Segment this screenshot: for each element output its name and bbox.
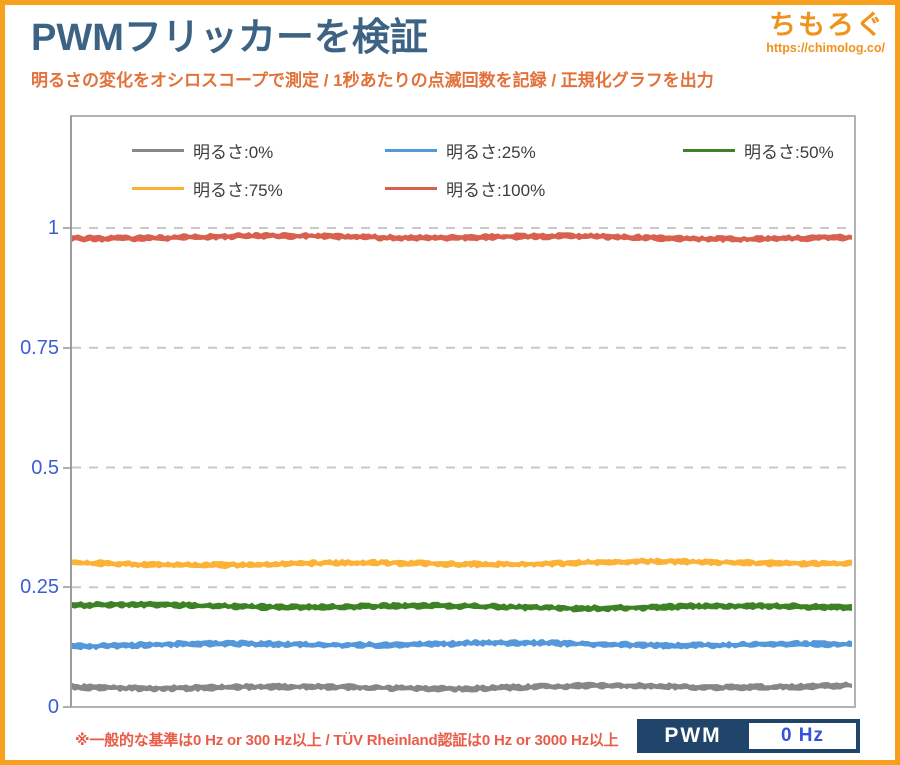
pwm-result-box: PWM 0 Hz bbox=[637, 719, 860, 753]
site-logo-text: ちもろぐ bbox=[769, 10, 885, 40]
y-axis: 0 0.25 0.5 0.75 1 bbox=[5, 5, 70, 760]
y-axis-tick-label: 0.75 bbox=[20, 336, 59, 359]
legend-item-2: 明るさ:50% bbox=[683, 141, 834, 162]
legend-item-1: 明るさ:25% bbox=[385, 141, 536, 162]
footnote: ※一般的な基準は0 Hz or 300 Hz以上 / TÜV Rheinland… bbox=[75, 732, 619, 749]
y-axis-tick-label: 0 bbox=[47, 696, 59, 718]
header: PWMフリッカーを検証 明るさの変化をオシロスコープで測定 / 1秒あたりの点滅… bbox=[31, 17, 714, 91]
legend-swatch bbox=[132, 148, 184, 152]
legend-label: 明るさ:0% bbox=[193, 142, 274, 162]
pwm-value-box: 0 Hz bbox=[749, 723, 856, 749]
site-logo-url: https://chimolog.co/ bbox=[766, 41, 885, 56]
legend-label: 明るさ:25% bbox=[446, 142, 536, 162]
legend-label: 明るさ:50% bbox=[744, 142, 834, 162]
legend-swatch bbox=[385, 186, 437, 190]
series-line-2 bbox=[72, 600, 852, 613]
y-axis-tick-mark bbox=[63, 706, 70, 708]
y-axis-tick-label: 0.25 bbox=[20, 576, 59, 599]
legend-label: 明るさ:100% bbox=[446, 180, 546, 200]
y-axis-tick-mark bbox=[63, 346, 70, 349]
series-line-0 bbox=[72, 681, 852, 693]
page-title: PWMフリッカーを検証 bbox=[31, 17, 428, 59]
pwm-label: PWM bbox=[664, 724, 722, 747]
legend-swatch bbox=[683, 148, 735, 152]
y-axis-tick-mark bbox=[63, 227, 70, 229]
pwm-value: 0 Hz bbox=[780, 725, 825, 746]
y-axis-tick-mark bbox=[63, 466, 70, 469]
legend-swatch bbox=[385, 148, 437, 152]
y-axis-tick-label: 0.5 bbox=[31, 456, 59, 479]
legend-item-0: 明るさ:0% bbox=[132, 141, 273, 162]
plot-area: 明るさ:0% 明るさ:25% 明るさ:50% 明るさ:75% 明るさ:100% bbox=[70, 115, 856, 708]
legend-item-4: 明るさ:100% bbox=[385, 179, 545, 200]
series-line-3 bbox=[72, 557, 852, 570]
y-axis-tick-label: 1 bbox=[47, 217, 59, 239]
series-line-4 bbox=[72, 232, 852, 244]
page-subtitle: 明るさの変化をオシロスコープで測定 / 1秒あたりの点滅回数を記録 / 正規化グ… bbox=[31, 70, 714, 90]
series-line-1 bbox=[72, 638, 852, 651]
legend-label: 明るさ:75% bbox=[193, 180, 283, 200]
site-logo: ちもろぐ https://chimolog.co/ bbox=[766, 10, 885, 55]
legend-swatch bbox=[132, 186, 184, 190]
chart-canvas bbox=[72, 227, 854, 693]
y-axis-tick-mark bbox=[63, 586, 70, 589]
legend-item-3: 明るさ:75% bbox=[132, 179, 283, 200]
